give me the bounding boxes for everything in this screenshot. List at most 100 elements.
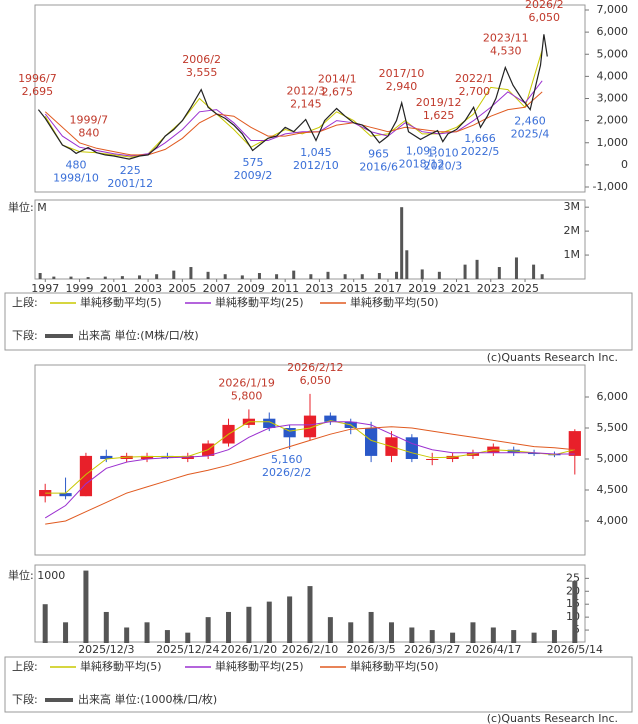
x-tick-label: 1997 [31,282,59,295]
y-tick-label: 0 [621,158,628,171]
y-tick-label: 1M [564,248,581,261]
candle-body [140,455,154,459]
volume-bar [511,630,517,643]
annotation-price: 1,045 [300,146,332,159]
annotation-date: 2018/12 [399,158,445,171]
y-tick-label: -1,000 [593,180,628,193]
annotation-price: 1,625 [423,109,455,122]
legend-label: 下段: [12,328,38,342]
volume-bar [420,269,424,279]
volume-bar [240,275,244,279]
x-tick-label: 2025 [511,282,539,295]
candle-body [568,431,581,456]
volume-bar [551,630,557,643]
x-tick-label: 2026/3/5 [346,643,395,656]
volume-bar [226,611,232,643]
x-tick-label: 2011 [271,282,299,295]
ma-line [44,91,543,156]
legend-entry: 単純移動平均(25) [215,295,304,309]
annotation-date: 2022/1 [455,72,494,85]
volume-bar [164,630,170,643]
candle-body [100,455,113,459]
annotation-price: 2,940 [386,80,418,93]
annotation-date: 2017/10 [379,67,425,80]
x-tick-label: 2017 [374,282,402,295]
volume-bar [144,622,150,643]
annotation-price: 4,530 [490,45,522,58]
volume-bar [155,274,159,279]
unit-label: 単位: 1000 [8,568,65,582]
annotation-price: 5,160 [271,453,303,466]
annotation-price: 480 [65,158,86,171]
candle-body [79,455,93,497]
annotation-date: 2009/2 [234,169,273,182]
volume-bar [42,604,48,643]
volume-bar [572,580,578,643]
x-tick-label: 1999 [66,282,94,295]
x-tick-label: 2007 [203,282,231,295]
x-tick-label: 2025/12/3 [78,643,134,656]
unit-label: 単位: M [8,200,47,214]
volume-bar [463,264,467,279]
volume-bar [531,632,537,643]
x-tick-label: 2026/2/10 [282,643,338,656]
annotation-price: 575 [243,156,264,169]
annotation-price: 840 [78,126,99,139]
volume-bar [86,277,90,279]
volume-bar [360,274,364,279]
volume-bar [287,596,293,643]
y-tick-label: 4,000 [597,514,629,527]
annotation-date: 2016/6 [359,161,398,174]
volume-bar [124,627,130,643]
volume-bar [377,273,381,279]
volume-bar [69,276,73,279]
price-panel [34,364,586,556]
annotation-date: 2001/12 [107,177,153,190]
ma-line [45,426,575,525]
annotation-date: 2012/10 [293,159,339,172]
legend-box [4,292,633,351]
plot [42,570,578,643]
volume-bar [497,267,501,279]
volume-bar [246,606,252,643]
volume-bar [429,630,435,643]
candle-body [426,459,439,460]
y-tick-label: 2,000 [597,114,629,127]
x-tick-label: 2019 [408,282,436,295]
annotation-price: 225 [120,164,141,177]
volume-bar [388,622,394,643]
volume-bar [475,259,479,279]
plot [37,34,548,160]
annotation-price: 2,700 [459,85,491,98]
y-tick-label: 5,500 [597,421,629,434]
annotation-date: 2020/3 [424,160,463,173]
x-tick-label: 2005 [168,282,196,295]
volume-bar [395,271,399,279]
volume-bar [205,617,211,643]
volume-bar [63,622,69,643]
volume-bar [120,276,124,279]
volume-bar [409,627,415,643]
y-tick-label: 6,000 [597,25,629,38]
legend-label: 上段: [12,295,38,309]
volume-panel [34,199,586,280]
annotation-date: 1999/7 [69,113,108,126]
y-tick-label: 4,500 [597,483,629,496]
price-line [37,34,548,160]
candle-body [283,428,296,438]
credit: (c)Quants Research Inc. [487,351,618,364]
volume-bar [343,274,347,279]
volume-bar [540,274,544,279]
annotation-date: 2012/3 [287,84,326,97]
annotation-date: 1996/7 [18,72,57,85]
annotation-date: 2026/2/12 [287,361,343,374]
annotation-price: 1,010 [427,147,459,160]
y-tick-label: 6,000 [597,390,629,403]
x-tick-label: 2001 [100,282,128,295]
candle-body [324,415,337,422]
ma-line [44,421,575,519]
y-tick-label: 2M [564,224,581,237]
annotation-price: 2,460 [514,114,546,127]
